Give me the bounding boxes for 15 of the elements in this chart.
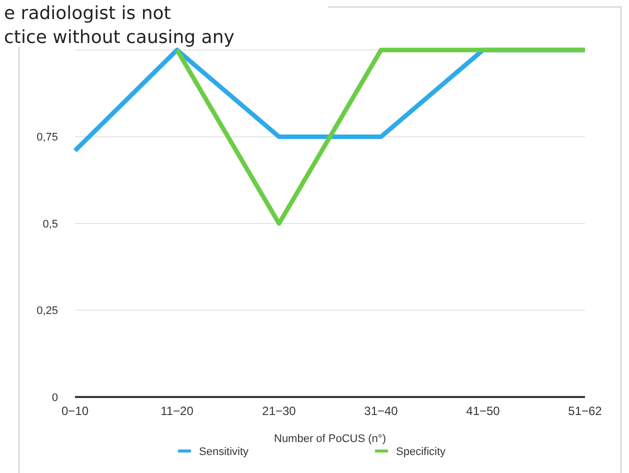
- x-tick-label: 31−40: [364, 404, 398, 418]
- y-tick-label: 0,5: [42, 218, 58, 230]
- y-tick-label: 0,25: [36, 305, 58, 318]
- x-tick-label: 41−50: [466, 404, 500, 418]
- y-tick-label: 0,75: [36, 132, 58, 144]
- text: ctice without causing any: [4, 27, 235, 48]
- legend-label: Specificity: [396, 446, 446, 458]
- x-tick-label: 11−20: [160, 404, 194, 418]
- text: e radiologist is not: [4, 3, 171, 24]
- x-tick-label: 0−10: [61, 404, 89, 418]
- y-tick-label: 0: [52, 392, 58, 404]
- legend-label: Sensitivity: [199, 446, 250, 458]
- x-axis-title: Number of PoCUS (n°): [274, 433, 386, 445]
- x-tick-label: 51−62: [568, 404, 602, 418]
- x-tick-label: 21−30: [262, 404, 296, 418]
